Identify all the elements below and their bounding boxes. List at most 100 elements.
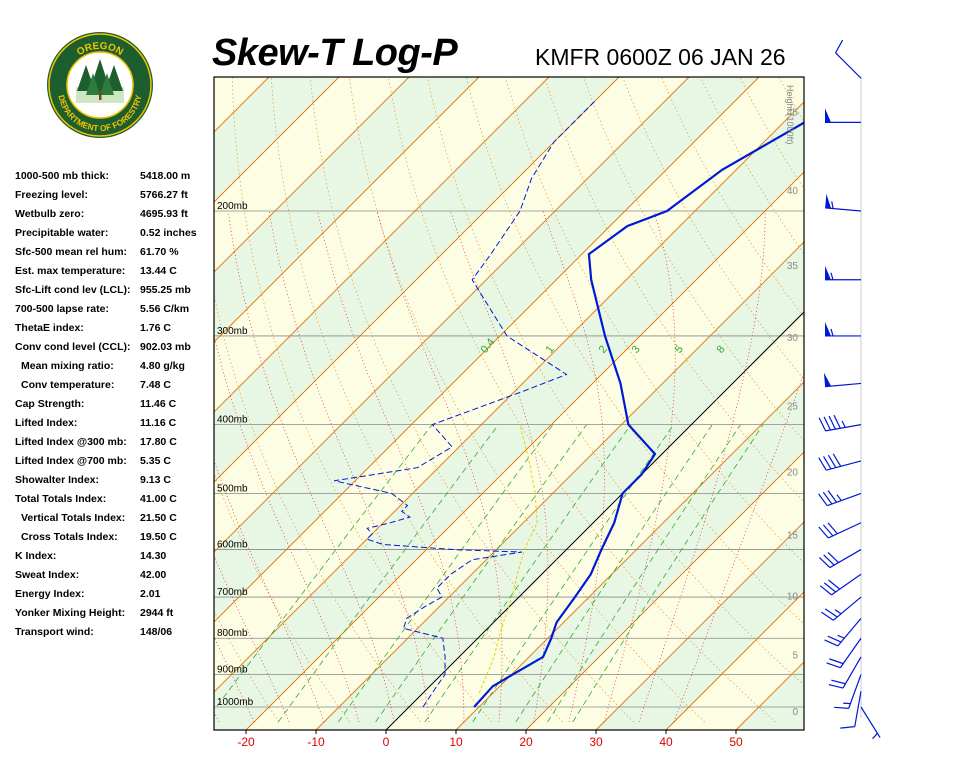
index-row: Wetbulb zero: 4695.93 ft (15, 206, 215, 225)
moist-adiabat-line (58, 211, 184, 722)
mixing-ratio-line (572, 424, 764, 723)
moist-adiabat-line (34, 211, 149, 722)
wind-barb-flag (822, 524, 834, 537)
index-row: Cap Strength: 11.46 C (15, 396, 215, 415)
wind-barb-flag (829, 658, 844, 665)
moist-adiabat-line (214, 710, 220, 723)
wind-barb-flag (818, 417, 827, 432)
wind-barb-half-flag (843, 702, 851, 705)
index-row: Conv temperature: 7.48 C (15, 377, 215, 396)
wind-barb-flag (823, 456, 832, 470)
wind-barb (834, 674, 862, 709)
wind-barb-flag (818, 526, 829, 539)
wind-barb-pennant (825, 193, 832, 209)
isotherm-line (665, 591, 804, 730)
wind-barb (826, 637, 862, 669)
wind-barb-pennant (825, 108, 831, 123)
index-row: 700-500 lapse rate: 5.56 C/km (15, 301, 215, 320)
index-label: Sweat Index: (15, 569, 80, 581)
wind-barb (818, 453, 862, 471)
wind-barb (840, 691, 862, 729)
wind-barb (825, 321, 861, 337)
index-label: Vertical Totals Index: (21, 512, 126, 524)
wind-barb-half-flag (834, 609, 842, 615)
index-value: 5.35 C (140, 455, 171, 467)
dry-adiabat-line (813, 0, 960, 722)
pressure-level-label: 1000mb (217, 697, 254, 708)
wind-barb-flag (819, 585, 832, 596)
dry-adiabat-line (68, 0, 208, 722)
wind-barb-half-flag (836, 494, 842, 501)
pressure-level-label: 300mb (217, 326, 248, 337)
index-value: 902.03 mb (140, 341, 191, 353)
isotherm-line (214, 77, 550, 413)
index-label: Wetbulb zero: (15, 208, 85, 220)
wind-barb (818, 414, 862, 432)
wind-barb (819, 573, 862, 596)
wind-barb-pennant (825, 265, 831, 280)
mixing-ratio-line (375, 424, 587, 723)
moist-adiabat-line (214, 554, 290, 723)
tree-icon (76, 59, 124, 103)
wind-barb-flag (823, 554, 835, 566)
station-time-label: KMFR 0600Z 06 JAN 26 (535, 44, 786, 70)
index-row: ThetaE index: 1.76 C (15, 320, 215, 339)
index-label: Transport wind: (15, 626, 94, 638)
x-tick-label: 30 (589, 735, 603, 749)
wind-barb-half-flag (841, 420, 846, 428)
wind-barb-flag (834, 706, 849, 709)
index-label: Est. max temperature: (15, 265, 126, 277)
isotherm-line (315, 241, 804, 730)
isotherm-line (0, 77, 59, 730)
wind-barb (860, 706, 881, 740)
isotherm-line (0, 77, 129, 730)
height-tick-label: 10 (787, 592, 799, 603)
dry-adiabat-line (886, 0, 960, 722)
moist-adiabat-line (603, 210, 676, 723)
isotherm-band (806, 77, 960, 730)
wind-barb-staff (826, 460, 862, 471)
height-tick-label: 20 (787, 467, 799, 478)
isotherm-band (214, 102, 804, 730)
height-tick-label: 25 (787, 402, 799, 413)
plot-frame (213, 76, 805, 731)
isotherm-line (245, 171, 804, 730)
index-label: Total Totals Index: (15, 493, 107, 505)
wind-barb (818, 490, 862, 507)
index-value: 21.50 C (140, 512, 177, 524)
index-value: 11.16 C (140, 417, 177, 429)
wind-barb-staff (839, 637, 862, 669)
wind-barb-pennant (825, 321, 831, 336)
wind-barb-flag (821, 611, 834, 621)
wind-barb-staff (860, 706, 881, 738)
wind-barb-flag (827, 522, 838, 535)
index-row: Freezing level: 5766.27 ft (15, 187, 215, 206)
index-label: Freezing level: (15, 189, 88, 201)
index-row: Conv cond level (CCL): 902.03 mb (15, 339, 215, 358)
moist-adiabat-line (214, 334, 360, 723)
wind-barb-flag (818, 557, 831, 569)
dry-adiabat-line (850, 0, 960, 722)
isotherm-line (806, 77, 960, 730)
wind-barb (825, 265, 861, 281)
stability-indices-table: 1000-500 mb thick: 5418.00 m Freezing leve… (15, 168, 215, 643)
index-value: 4695.93 ft (140, 208, 188, 220)
index-label: Lifted Index @300 mb: (15, 436, 127, 448)
wind-barb-flag (828, 579, 841, 590)
wind-barb-flag (818, 457, 827, 471)
index-label: Lifted Index: (15, 417, 78, 429)
index-label: Energy Index: (15, 588, 85, 600)
height-tick-label: 40 (787, 186, 799, 197)
index-label: Lifted Index @700 mb: (15, 455, 127, 467)
index-label: Precipitable water: (15, 227, 109, 239)
wind-barb (828, 656, 862, 689)
isotherm-line (214, 77, 760, 623)
dry-adiabat-line (661, 77, 804, 318)
x-tick-label: 0 (383, 735, 390, 749)
isotherm-line (0, 77, 199, 730)
dry-adiabat-line (231, 77, 493, 723)
dry-adiabat-line (349, 77, 705, 723)
index-row: Vertical Totals Index: 21.50 C (15, 510, 215, 529)
wind-barb-staff (828, 522, 862, 539)
